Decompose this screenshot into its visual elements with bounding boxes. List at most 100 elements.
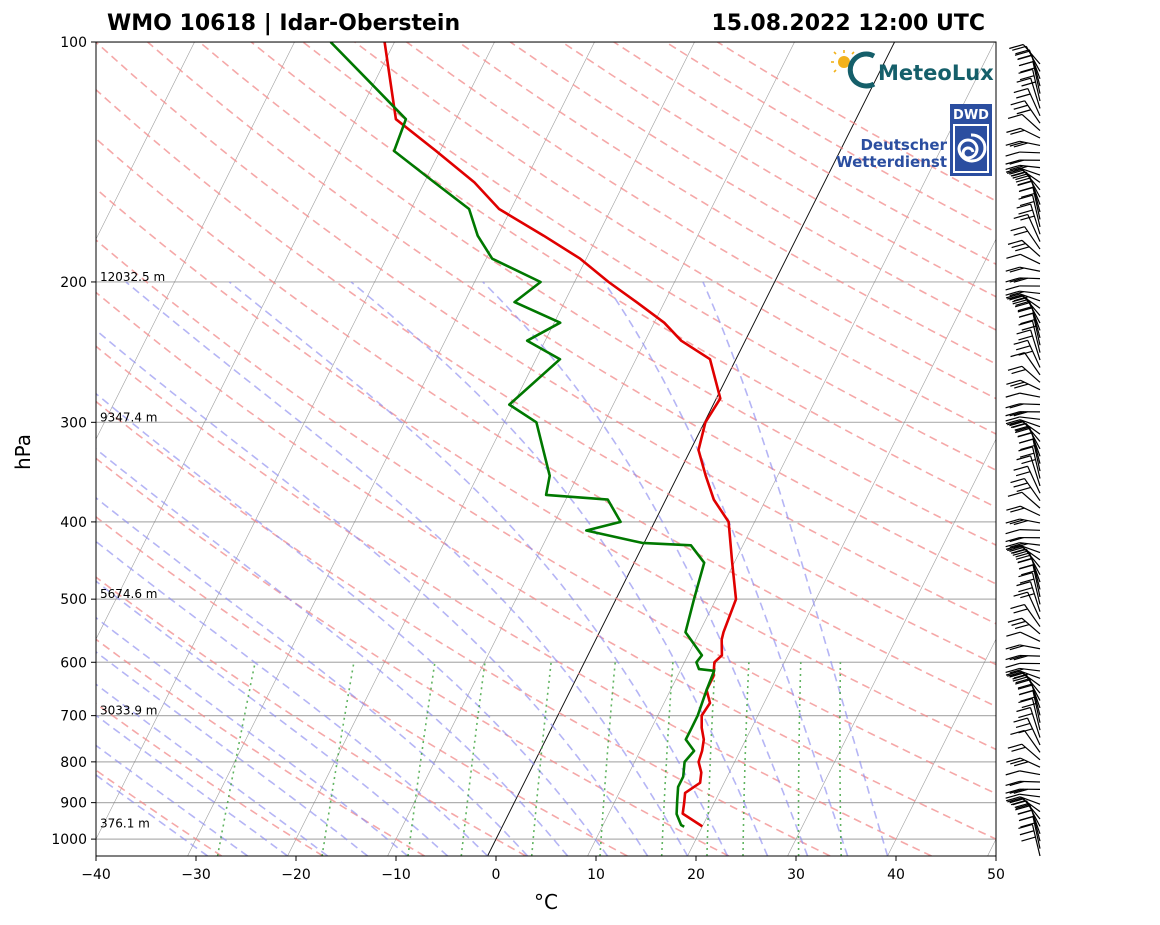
wind-barb <box>1017 54 1041 87</box>
dwd-line1: Deutscher <box>860 136 947 154</box>
moist-adiabat <box>96 329 649 856</box>
moist-adiabat <box>482 281 809 856</box>
height-label: 9347.4 m <box>100 410 158 424</box>
wind-barb <box>1005 277 1041 283</box>
dry-adiabat <box>96 42 996 625</box>
isotherm-line <box>887 638 996 856</box>
wind-barb <box>1006 631 1041 642</box>
dry-adiabat <box>96 576 527 856</box>
wind-barb <box>1018 816 1041 849</box>
wind-barb <box>1013 339 1041 368</box>
wind-barb <box>1007 491 1041 509</box>
spiral-icon <box>957 133 987 163</box>
mixing-ratio-line <box>460 662 486 856</box>
wind-barb <box>1018 446 1041 479</box>
moist-adiabat <box>96 448 569 856</box>
wind-barb <box>1007 113 1041 132</box>
wind-barb <box>1005 667 1041 674</box>
x-tick-label: 0 <box>492 867 501 883</box>
moist-adiabat <box>96 744 249 856</box>
wind-barb <box>1007 617 1041 635</box>
wind-barb <box>1005 662 1041 668</box>
x-tick-label: 50 <box>987 867 1005 883</box>
wind-barb <box>1016 203 1041 235</box>
dwd-badge-text: DWD <box>953 108 989 123</box>
wind-barb <box>1010 226 1041 250</box>
wind-barbs <box>1005 43 1041 857</box>
dwd-line2: Wetterdienst <box>836 153 947 171</box>
x-tick-label: −10 <box>381 867 411 883</box>
moist-adiabat <box>96 616 409 856</box>
wind-barb <box>1005 403 1041 409</box>
wind-barb <box>1006 505 1041 517</box>
wind-barb <box>1005 392 1041 398</box>
dry-adiabat <box>96 291 996 840</box>
moist-adiabat <box>96 714 289 856</box>
wind-barb <box>1007 743 1041 761</box>
x-tick-label: 40 <box>887 867 905 883</box>
wind-barb <box>1005 788 1041 794</box>
dry-adiabat <box>96 457 730 856</box>
mixing-ratio-line <box>407 662 436 856</box>
height-label: 5674.6 m <box>100 587 158 601</box>
wind-barb <box>1018 438 1041 472</box>
dewpoint-line <box>329 42 716 828</box>
wind-barb <box>1005 285 1041 291</box>
wind-barb <box>1010 603 1041 627</box>
moist-adiabat <box>228 281 729 856</box>
y-tick-label: 200 <box>60 275 87 291</box>
isotherm-line <box>187 42 595 856</box>
wind-barb <box>1016 706 1041 738</box>
wind-barb <box>1005 140 1041 148</box>
wind-barb <box>1017 431 1041 464</box>
dry-adiabat <box>96 702 324 856</box>
wind-barb <box>1005 644 1041 651</box>
wind-barb <box>1016 581 1041 612</box>
meteolux-logo: MeteoLux <box>830 46 996 94</box>
wind-barb <box>1018 61 1041 94</box>
isotherm-line <box>96 42 295 440</box>
x-axis-label: °C <box>534 890 558 914</box>
wind-barb <box>1005 290 1041 297</box>
x-tick-label: 30 <box>787 867 805 883</box>
y-tick-label: 700 <box>60 709 87 725</box>
mixing-ratio-line <box>321 662 355 856</box>
dry-adiabat <box>302 42 996 472</box>
wind-barb <box>1018 186 1041 220</box>
isotherm-line <box>1088 42 1160 856</box>
isotherm-line <box>287 42 695 856</box>
height-label: 12032.5 m <box>100 270 165 284</box>
moist-adiabat <box>96 683 329 856</box>
isotherm-line <box>96 42 395 640</box>
mixing-ratio-line <box>530 662 552 856</box>
wind-barb <box>1005 266 1041 273</box>
y-tick-label: 500 <box>60 592 87 608</box>
mixing-ratio-line <box>599 662 616 856</box>
meteolux-wordmark: MeteoLux <box>878 61 994 85</box>
mixing-ratio-line <box>660 662 674 856</box>
wind-barb <box>1013 717 1041 746</box>
moist-adiabat <box>96 650 369 856</box>
plot-frame <box>95 41 997 857</box>
dry-adiabat <box>198 42 996 546</box>
wind-barb <box>1005 159 1041 165</box>
wind-barb <box>1005 536 1041 543</box>
wind-barb <box>1006 757 1041 768</box>
wind-barb <box>1018 68 1041 102</box>
sun-icon <box>838 56 850 68</box>
isotherm-line <box>96 42 495 840</box>
y-tick-label: 300 <box>60 415 87 431</box>
moist-adiabat <box>96 773 209 856</box>
wind-barb <box>1005 518 1041 526</box>
wind-barb <box>1018 698 1041 731</box>
dry-adiabat <box>96 345 932 856</box>
dry-adiabat <box>96 638 425 856</box>
wind-barb <box>1006 379 1041 391</box>
wind-barb <box>1018 823 1041 857</box>
dry-adiabat <box>147 42 996 585</box>
moist-adiabat <box>96 540 489 856</box>
chart-title-right: 15.08.2022 12:00 UTC <box>711 11 985 36</box>
height-label: 3033.9 m <box>100 704 158 718</box>
wind-barb <box>1018 194 1041 227</box>
moist-adiabat <box>702 281 889 856</box>
